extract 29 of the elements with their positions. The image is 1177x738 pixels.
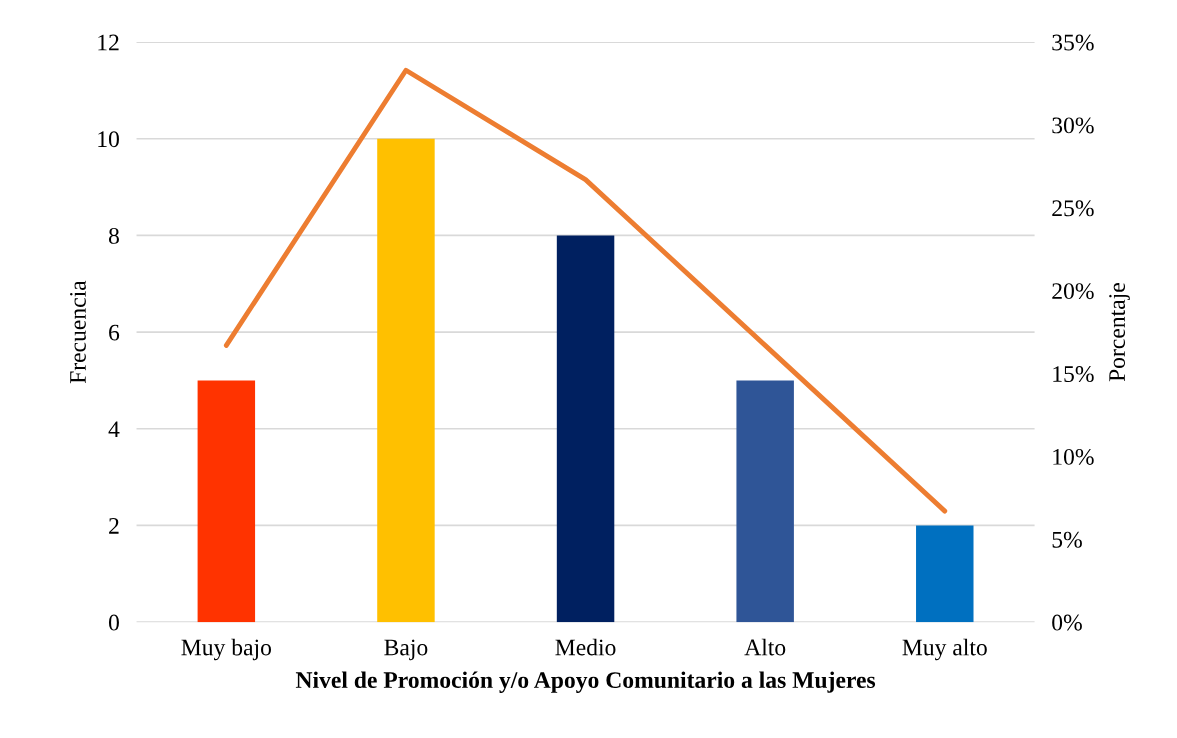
y-tick-label: 10 <box>98 131 119 148</box>
y2-tick-label: 35% <box>1052 34 1094 51</box>
y-tick-label: 8 <box>108 227 119 244</box>
bar <box>197 380 256 623</box>
bar <box>916 525 974 623</box>
y-axis-title: Frecuencia <box>70 280 86 384</box>
y2-tick-label: 10% <box>1053 448 1094 465</box>
bar <box>377 138 435 623</box>
y2-axis-title: Porcentaje <box>1109 283 1130 382</box>
y2-tick-label: 25% <box>1052 200 1094 217</box>
x-tick-label: Alto <box>744 638 786 656</box>
line-series <box>223 67 948 514</box>
y2-tick-label: 20% <box>1052 283 1094 300</box>
y-tick-label: 0 <box>108 614 119 631</box>
x-tick-label: Medio <box>555 638 616 656</box>
y-tick-label: 6 <box>109 324 120 341</box>
x-tick-label: Muy bajo <box>181 638 272 661</box>
y-tick-label: 4 <box>108 421 120 437</box>
bar <box>736 380 794 623</box>
x-axis-title: Nivel de Promoción y/o Apoyo Comunitario a las Mujeres <box>295 671 876 693</box>
y-tick-label: 12 <box>98 34 119 51</box>
y-tick-label: 2 <box>109 518 119 534</box>
bar <box>556 235 615 623</box>
y2-tick-label: 5% <box>1052 531 1082 548</box>
y2-tick-label: 0% <box>1052 614 1082 631</box>
y2-tick-label: 15% <box>1053 366 1094 383</box>
y2-tick-label: 30% <box>1052 117 1094 134</box>
x-tick-label: Bajo <box>384 639 428 661</box>
x-tick-label: Muy alto <box>902 638 987 661</box>
